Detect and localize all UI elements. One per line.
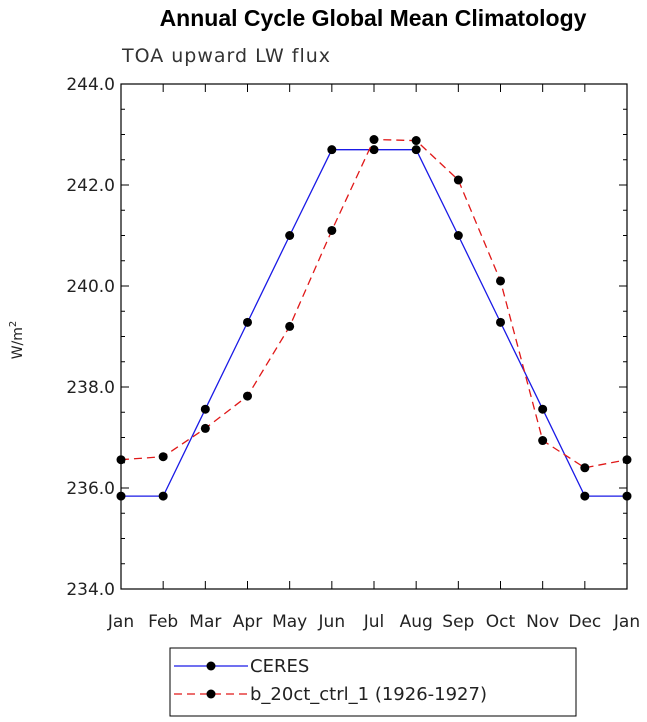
y-axis-label-superscript: 2 (8, 321, 19, 327)
data-point-series-0 (243, 317, 252, 327)
series-line-0 (121, 149, 627, 497)
series-lines (116, 135, 632, 501)
y-tick-labels: 234.0 236.0 238.0 240.0 242.0 244.0 (66, 75, 115, 600)
x-tick-label: Aug (400, 612, 433, 632)
chart-title: Annual Cycle Global Mean Climatology (160, 5, 587, 31)
data-point-series-1 (243, 391, 252, 401)
plot-frame (120, 83, 628, 590)
x-tick-label: Apr (233, 612, 262, 632)
x-tick-labels: Jan Feb Mar Apr May Jun Jul Aug Sep Oct Nov Dec Jan (107, 612, 640, 632)
data-point-series-0 (580, 491, 590, 501)
x-tick-label: Feb (148, 612, 178, 632)
y-axis-title: W/m2 (8, 321, 26, 360)
data-point-series-0 (622, 491, 632, 501)
data-point-series-1 (538, 436, 548, 446)
data-point-series-1 (622, 455, 632, 465)
y-tick-label: 244.0 (66, 75, 115, 95)
x-tick-label: Dec (568, 612, 601, 632)
legend-marker-model (206, 689, 216, 699)
legend-box (169, 647, 577, 717)
data-point-series-0 (285, 231, 295, 240)
data-point-series-1 (285, 321, 295, 331)
data-point-series-0 (369, 145, 379, 155)
data-point-series-0 (116, 491, 126, 501)
data-point-series-0 (453, 231, 463, 240)
x-tick-label: Oct (486, 612, 516, 632)
y-tick-label: 240.0 (66, 277, 115, 297)
series-line-1 (120, 138, 628, 469)
data-point-series-1 (369, 135, 379, 145)
data-point-series-0 (158, 491, 168, 501)
x-tick-label: Jan (107, 612, 134, 632)
data-point-series-0 (538, 404, 548, 414)
data-point-series-0 (200, 404, 210, 414)
data-point-series-1 (580, 463, 590, 473)
data-point-series-1 (200, 423, 210, 433)
data-point-series-1 (411, 136, 421, 146)
data-point-series-1 (158, 452, 168, 462)
data-point-series-1 (453, 175, 463, 185)
y-axis-label: W/m (10, 327, 26, 359)
x-tick-label: Jul (363, 612, 385, 632)
x-tick-label: Mar (189, 612, 221, 632)
x-tick-label: Jan (613, 612, 640, 632)
data-point-series-0 (327, 145, 337, 155)
x-tick-label: Nov (526, 612, 559, 632)
chart-subtitle: TOA upward LW flux (121, 45, 331, 67)
legend-label-ceres: CERES (250, 656, 309, 677)
legend-marker-ceres (206, 661, 216, 671)
x-tick-label: Jun (318, 612, 346, 632)
data-point-series-1 (116, 455, 126, 465)
data-point-series-0 (496, 317, 505, 327)
svg-text:W/m2: W/m2 (8, 321, 26, 360)
data-point-series-0 (411, 145, 421, 155)
data-point-series-1 (327, 225, 337, 235)
y-tick-label: 238.0 (66, 378, 115, 398)
x-tick-label: Sep (442, 612, 474, 632)
axis-ticks (120, 83, 628, 590)
y-tick-label: 236.0 (66, 479, 115, 499)
x-tick-label: May (272, 612, 307, 632)
y-tick-label: 242.0 (66, 176, 115, 196)
legend: CERES b_20ct_ctrl_1 (1926-1927) (169, 647, 577, 717)
y-tick-label: 234.0 (66, 580, 115, 600)
data-point-series-1 (496, 276, 505, 286)
legend-label-model: b_20ct_ctrl_1 (1926-1927) (250, 684, 487, 705)
